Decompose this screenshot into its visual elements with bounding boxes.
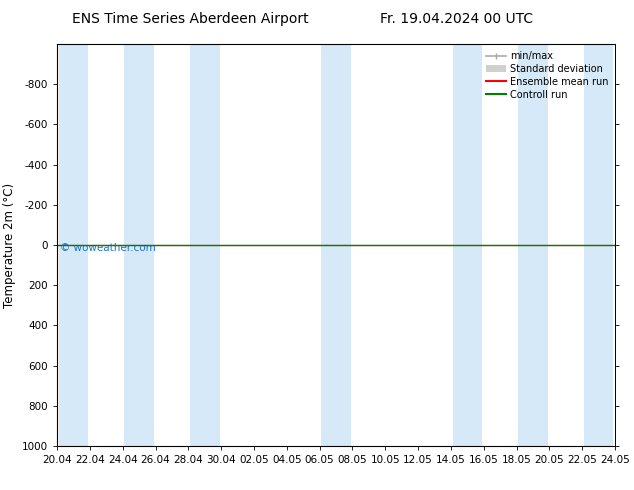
Bar [59,44,88,446]
Text: Fr. 19.04.2024 00 UTC: Fr. 19.04.2024 00 UTC [380,12,533,26]
Legend: min/max, Standard deviation, Ensemble mean run, Controll run: min/max, Standard deviation, Ensemble me… [484,49,610,101]
Text: © woweather.com: © woweather.com [60,243,155,253]
Text: ENS Time Series Aberdeen Airport: ENS Time Series Aberdeen Airport [72,12,309,26]
Bar [190,44,219,446]
Bar [518,44,548,446]
Bar [584,44,613,446]
Bar [124,44,154,446]
Y-axis label: Temperature 2m (°C): Temperature 2m (°C) [3,182,16,308]
Bar [321,44,351,446]
Bar [453,44,482,446]
